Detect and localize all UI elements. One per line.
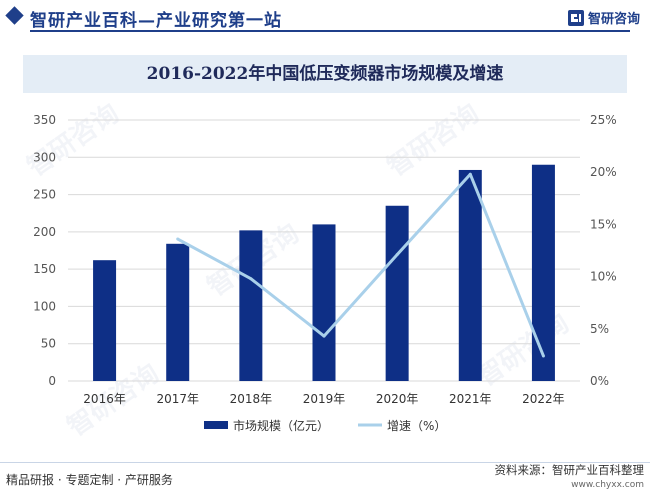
page-title: 智研产业百科—产业研究第一站 (30, 11, 282, 31)
y-left-tick-label: 150 (33, 262, 56, 276)
x-tick-label: 2016年 (83, 392, 126, 406)
y-left-tick-label: 350 (33, 113, 56, 127)
y-left-tick-label: 0 (48, 374, 56, 388)
x-tick-label: 2017年 (156, 392, 199, 406)
y-right-tick-label: 0% (590, 374, 609, 388)
growth-line (176, 172, 545, 357)
bar (239, 230, 263, 381)
bar (458, 169, 482, 381)
growth-point (468, 172, 472, 176)
legend-label-bar: 市场规模（亿元） (233, 418, 329, 433)
bar (93, 260, 117, 381)
source-text: 资料来源：智研产业百科整理 (494, 463, 645, 477)
x-tick-label: 2021年 (449, 392, 492, 406)
legend-swatch-bar (204, 421, 228, 429)
brand-name: 智研咨询 (587, 12, 640, 27)
y-right-tick-label: 15% (590, 217, 617, 231)
x-tick-label: 2019年 (303, 392, 346, 406)
bar (385, 205, 409, 381)
source-url: www.chyxx.com (571, 480, 644, 490)
growth-point (176, 237, 180, 241)
y-left-tick-label: 50 (41, 337, 56, 351)
y-left-tick-label: 200 (33, 225, 56, 239)
y-left-tick-label: 300 (33, 150, 56, 164)
brand-logo: 智研咨询 (567, 8, 640, 27)
y-right-tick-label: 10% (590, 270, 617, 284)
footer-services: 精品研报 · 专题定制 · 产研服务 (6, 473, 173, 487)
bar (166, 243, 190, 381)
y-right-tick-label: 25% (590, 113, 617, 127)
y-left-tick-label: 100 (33, 299, 56, 313)
footer-source: 资料来源：智研产业百科整理 www.chyxx.com (495, 463, 645, 493)
x-tick-label: 2018年 (230, 392, 273, 406)
header-divider (30, 30, 630, 32)
growth-point (541, 354, 545, 358)
brand-logo-icon (567, 9, 584, 26)
y-right-tick-label: 20% (590, 165, 617, 179)
x-tick-label: 2020年 (376, 392, 419, 406)
bar (312, 224, 336, 381)
x-tick-label: 2022年 (522, 392, 565, 406)
chart-title: 2016-2022年中国低压变频器市场规模及增速 (146, 64, 504, 84)
growth-point (249, 277, 253, 281)
growth-point (322, 334, 326, 338)
footer: 精品研报 · 专题定制 · 产研服务 资料来源：智研产业百科整理 www.chy… (0, 462, 650, 493)
chart-title-band: 2016-2022年中国低压变频器市场规模及增速 (23, 55, 627, 93)
legend-label-line: 增速（%） (387, 419, 446, 433)
page-header: 智研产业百科—产业研究第一站 智研咨询 (0, 0, 650, 38)
y-left-tick-label: 250 (33, 188, 56, 202)
bar (531, 164, 555, 381)
chart: 0 50 100 150 200 250 300 350 0% 5% 10% 15% 20% 25% 201… (33, 113, 617, 433)
y-right-tick-label: 5% (590, 322, 609, 336)
growth-point (395, 253, 399, 257)
